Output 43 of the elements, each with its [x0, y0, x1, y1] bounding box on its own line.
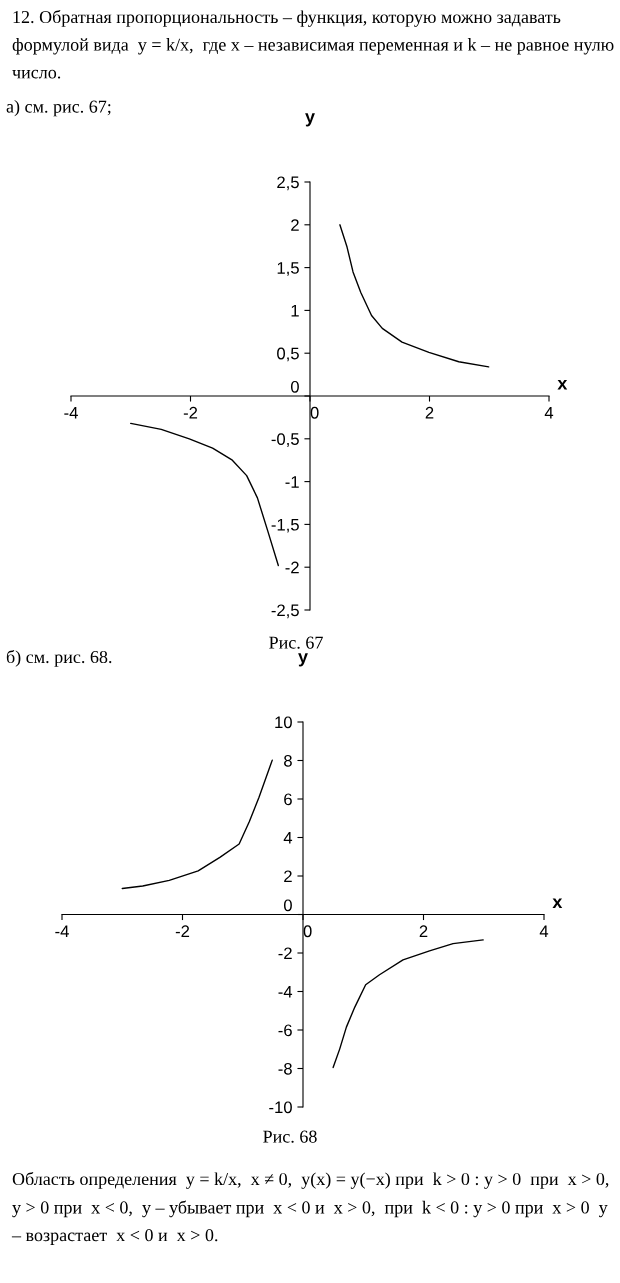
y-tick-label: 6	[284, 793, 292, 806]
text: а) см. рис. 67;	[6, 100, 111, 117]
text: 12. Обратная пропорциональность – функция, которую можно задавать формулой вида y = k/x, где x – независимая переменная и k – не равное нулю число.	[12, 10, 614, 79]
y-tick-label: 0,5	[277, 347, 299, 362]
y-tick-label: -6	[278, 1024, 292, 1037]
line-series	[339, 224, 490, 368]
x-tick-label: -2	[183, 406, 198, 419]
x-axis-title: x	[557, 379, 568, 390]
x-tick-label: -4	[55, 925, 69, 937]
y-tick-label: -2	[285, 561, 299, 574]
y-tick-label: 4	[283, 832, 293, 844]
y-tick-label: 2	[284, 870, 292, 883]
y-tick-label: -4	[278, 986, 293, 998]
y-tick-label: 2	[291, 219, 299, 231]
line-series	[332, 939, 484, 1069]
y-tick-label: -8	[278, 1062, 292, 1075]
x-tick-label: -2	[175, 925, 190, 937]
y-tick-label: -2	[278, 947, 292, 960]
y-tick-label: 10	[275, 716, 292, 729]
x-tick-label: -4	[64, 407, 78, 419]
y-tick-label: -0,5	[271, 433, 299, 447]
y-axis-title: y	[305, 113, 315, 127]
y-tick-label: 1,5	[277, 262, 299, 276]
y-tick-label: 2,5	[277, 176, 299, 191]
y-tick-label: 0	[290, 380, 299, 393]
x-tick-label: 4	[544, 407, 554, 419]
text: Рис. 67	[269, 636, 323, 649]
text: Рис. 68	[263, 1130, 317, 1143]
y-tick-label: 8	[284, 754, 292, 767]
y-axis-title: y	[298, 653, 308, 667]
y-tick-label: -1,5	[271, 518, 299, 533]
y-tick-label: 0	[283, 899, 292, 912]
text: б) см. рис. 68.	[6, 650, 112, 667]
x-tick-label: 4	[539, 925, 549, 937]
x-tick-label: 2	[425, 406, 434, 419]
y-tick-label: -2,5	[271, 604, 299, 619]
text: Область определения y = k/x, x ≠ 0, y(x) = y(−x) при k > 0 : y > 0 при x > 0, y > 0 при x < 0, y – убывает при x < 0 и x > 0, при k < 0 : y > 0 при x > 0 y – возрастает x < 0 и x > 0.	[11, 1172, 609, 1245]
line-series	[121, 759, 273, 890]
x-axis-title: x	[552, 898, 563, 908]
y-tick-label: -1	[285, 476, 299, 488]
x-tick-label: 2	[419, 925, 428, 937]
y-tick-label: 1	[291, 304, 299, 317]
y-tick-label: -10	[269, 1101, 292, 1114]
